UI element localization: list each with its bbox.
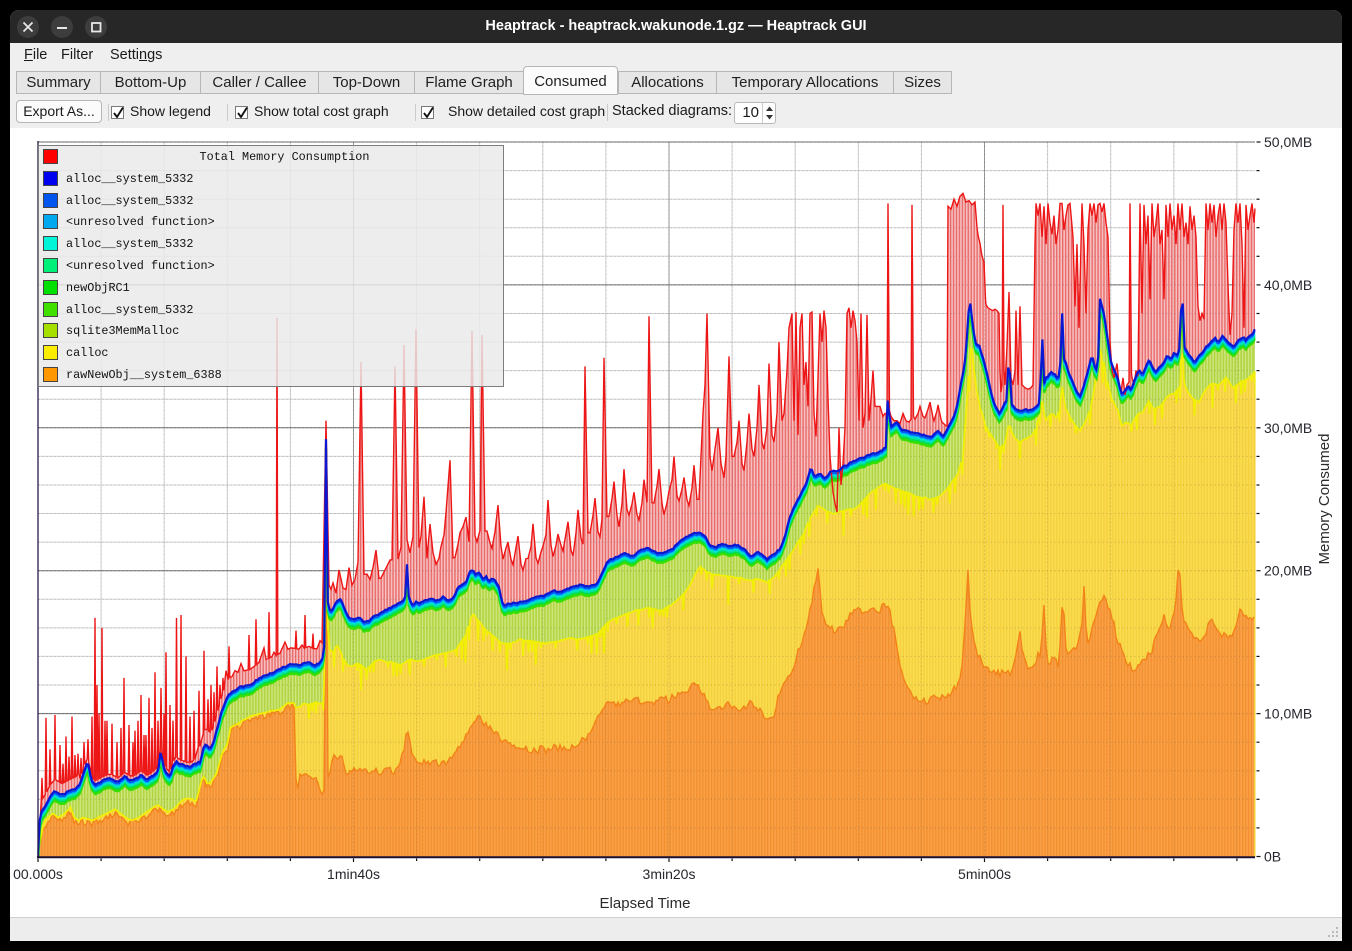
svg-text:20,0MB: 20,0MB	[1264, 563, 1312, 579]
svg-text:10,0MB: 10,0MB	[1264, 706, 1312, 722]
svg-text:30,0MB: 30,0MB	[1264, 420, 1312, 436]
svg-text:1min40s: 1min40s	[327, 866, 380, 882]
svg-text:00.000s: 00.000s	[13, 866, 63, 882]
svg-text:40,0MB: 40,0MB	[1264, 277, 1312, 293]
svg-text:Elapsed Time: Elapsed Time	[600, 895, 691, 912]
svg-text:5min00s: 5min00s	[958, 866, 1011, 882]
svg-text:3min20s: 3min20s	[643, 866, 696, 882]
svg-text:50,0MB: 50,0MB	[1264, 134, 1312, 150]
svg-text:Memory Consumed: Memory Consumed	[1316, 434, 1333, 565]
svg-text:0B: 0B	[1264, 849, 1281, 865]
